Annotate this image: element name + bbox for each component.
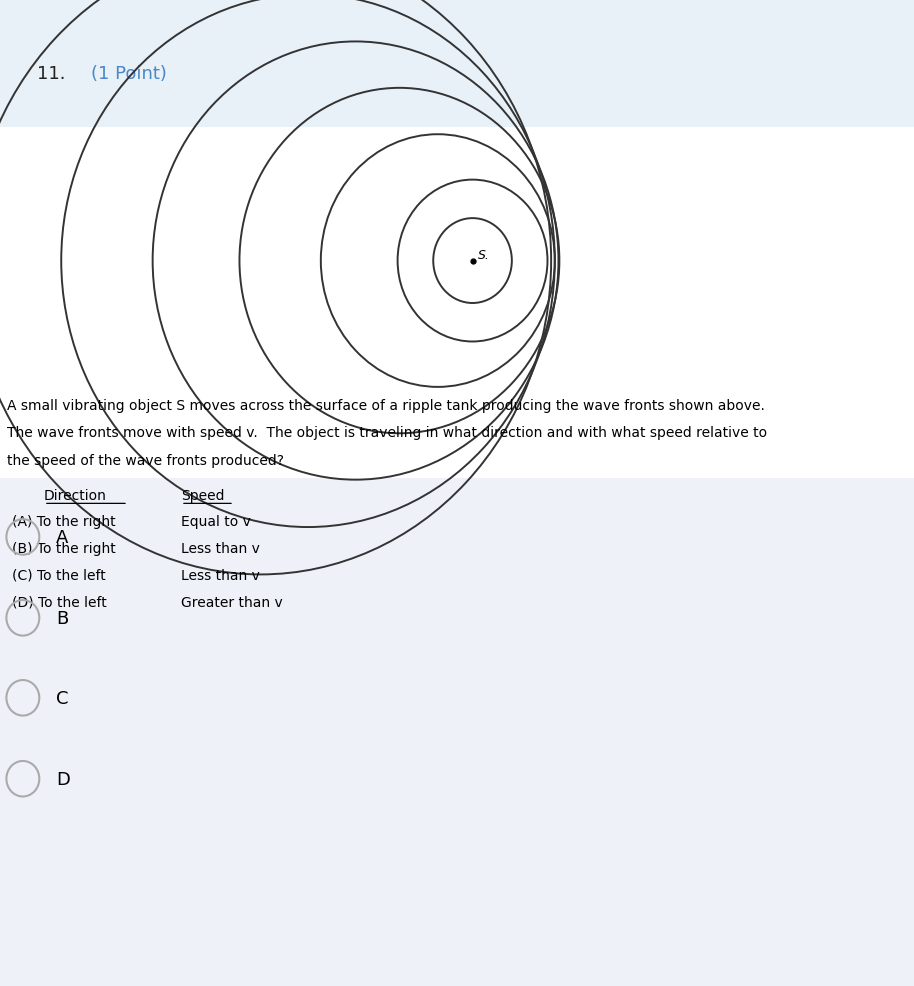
Text: (C) To the left: (C) To the left (12, 568, 106, 583)
Text: D: D (56, 770, 69, 788)
Text: B: B (56, 609, 68, 627)
Text: Less than v: Less than v (181, 541, 260, 556)
Text: C: C (56, 689, 69, 707)
Text: A small vibrating object S moves across the surface of a ripple tank producing t: A small vibrating object S moves across … (7, 398, 765, 412)
Text: Greater than v: Greater than v (181, 596, 282, 609)
Text: The wave fronts move with speed v.  The object is traveling in what direction an: The wave fronts move with speed v. The o… (7, 426, 768, 440)
Text: (D) To the left: (D) To the left (12, 596, 107, 609)
Text: (B) To the right: (B) To the right (12, 541, 116, 556)
Text: (1 Point): (1 Point) (91, 65, 167, 83)
Text: Direction: Direction (44, 488, 107, 502)
Text: 11.: 11. (37, 65, 65, 83)
Bar (0, 0, 914, 128)
Text: Speed: Speed (181, 488, 225, 502)
Text: (A) To the right: (A) To the right (12, 515, 115, 528)
Text: Equal to v: Equal to v (181, 515, 250, 528)
Text: the speed of the wave fronts produced?: the speed of the wave fronts produced? (7, 454, 284, 467)
Bar (0, 478, 914, 986)
Text: Less than v: Less than v (181, 568, 260, 583)
Bar (0, 128, 914, 478)
Text: S.: S. (478, 248, 490, 262)
Text: A: A (56, 528, 69, 546)
